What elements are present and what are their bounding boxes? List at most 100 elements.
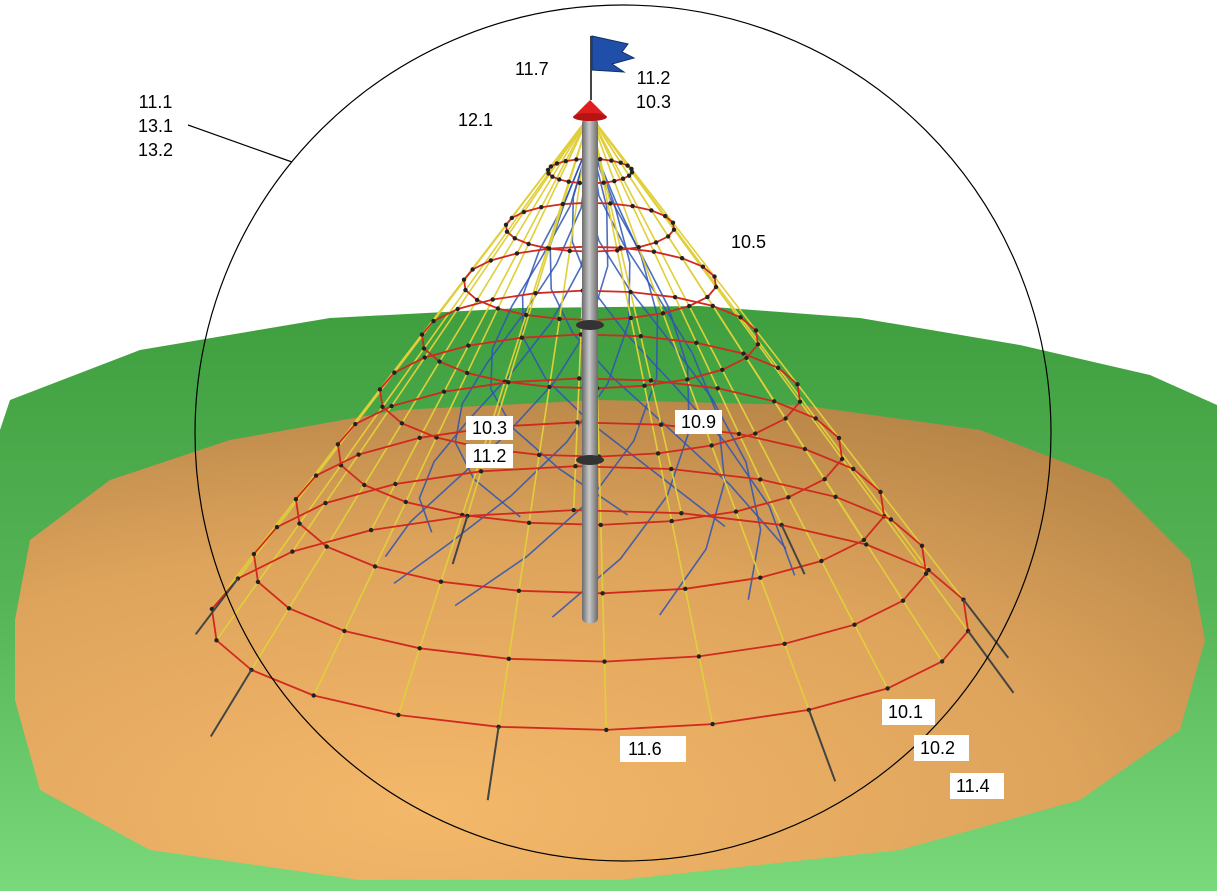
rope-knot [642,383,647,388]
rope-knot [615,248,620,253]
rope-knot [574,157,579,162]
rope-knot [463,287,468,293]
rope-knot [888,517,894,522]
rope-knot [679,256,685,261]
yellow-rope [589,114,965,601]
rope-knot [851,466,856,472]
rope-knot [649,208,654,213]
rope-knot [353,421,358,427]
rope-knot [783,416,788,421]
rope-knot [833,494,838,499]
rope-knot [255,579,261,585]
rope-knot [660,311,666,316]
rope-knot [671,227,677,232]
rope-knot [926,567,931,573]
rope-knot [546,246,552,251]
rope-knot [431,318,436,324]
rope-knot [506,656,511,661]
ground-anchor [451,515,469,565]
yellow-rope [589,114,889,689]
rope-knot [782,641,787,646]
label-stack-center: 10.3 11.2 [466,416,514,472]
pyramid-net [194,114,1015,801]
rope-knot [720,367,725,372]
rope-knot [802,446,808,452]
yellow-rope [497,114,591,727]
sand-area [15,400,1205,880]
yellow-rope [397,114,591,716]
rope-knot [923,571,929,576]
rope-knot [504,229,510,234]
rope-knot [629,170,635,175]
rope-knot [441,389,447,394]
rope-knot [490,297,495,302]
rope-knot [919,543,925,548]
rope-knot [362,482,367,488]
rope-knot [488,258,493,263]
yellow-rope [589,114,714,725]
rope-knot [618,245,623,250]
rope-knot [548,164,554,169]
rope-knot [396,712,401,718]
rope-knot [577,180,582,186]
rope-knot [380,404,385,409]
rope-knot [672,295,678,300]
rope-knot [438,579,444,584]
rope-knot [700,264,706,269]
rope-knot [274,524,280,530]
rope-knot [679,511,684,516]
yellow-rope [312,114,591,696]
rope-knot [775,365,781,370]
rope-knot [628,315,634,321]
rope-knot [636,245,641,250]
rope-knot [455,306,460,312]
rope-knot [478,469,484,474]
rope-knot [663,213,668,219]
rope-knot [372,564,378,569]
rope-knot [566,179,571,184]
cone-cap-icon [573,100,607,117]
rope-knot [629,166,634,172]
rope-knot [393,481,398,487]
rope-knot [417,646,422,651]
rope-knot [403,499,408,505]
rope-knot [251,551,257,557]
rope-knot [683,586,688,591]
rope-knot [885,686,890,691]
rope-knot [557,177,562,182]
blue-rope [454,139,659,607]
rope-knot [900,598,906,603]
rope-knot [733,509,739,514]
label-flag-left: 11.7 [515,59,549,79]
rope-knot [293,497,299,502]
rope-knot [537,452,542,458]
label-10-3-top: 10.3 [636,92,672,112]
rope-knot [539,205,544,210]
rope-knot [628,289,633,295]
rope-knot [563,158,568,164]
ground-anchor [807,709,837,782]
rope-knot [560,201,565,207]
rope-knot [630,203,635,209]
rope-knot [600,591,605,596]
rope-knot [356,452,361,457]
rope-knot [421,346,427,351]
rope-knot [417,435,422,440]
rope-knot [772,399,777,404]
rope-knot [573,464,578,469]
mast [582,118,598,623]
rope-knot [744,355,749,360]
ground-anchor [962,599,1010,659]
mast-clamp-upper [576,320,604,330]
rope-knot [419,332,425,337]
rope-knot [461,277,467,282]
rope-knot [694,340,699,345]
rope-knot [753,431,758,436]
ground-anchor [194,577,239,635]
rope-knot [713,284,719,290]
rope-knot [710,303,715,309]
rope-knot [335,442,341,447]
rope-knot [685,377,690,382]
rope-knot [523,312,529,318]
rope-knot [602,659,607,664]
